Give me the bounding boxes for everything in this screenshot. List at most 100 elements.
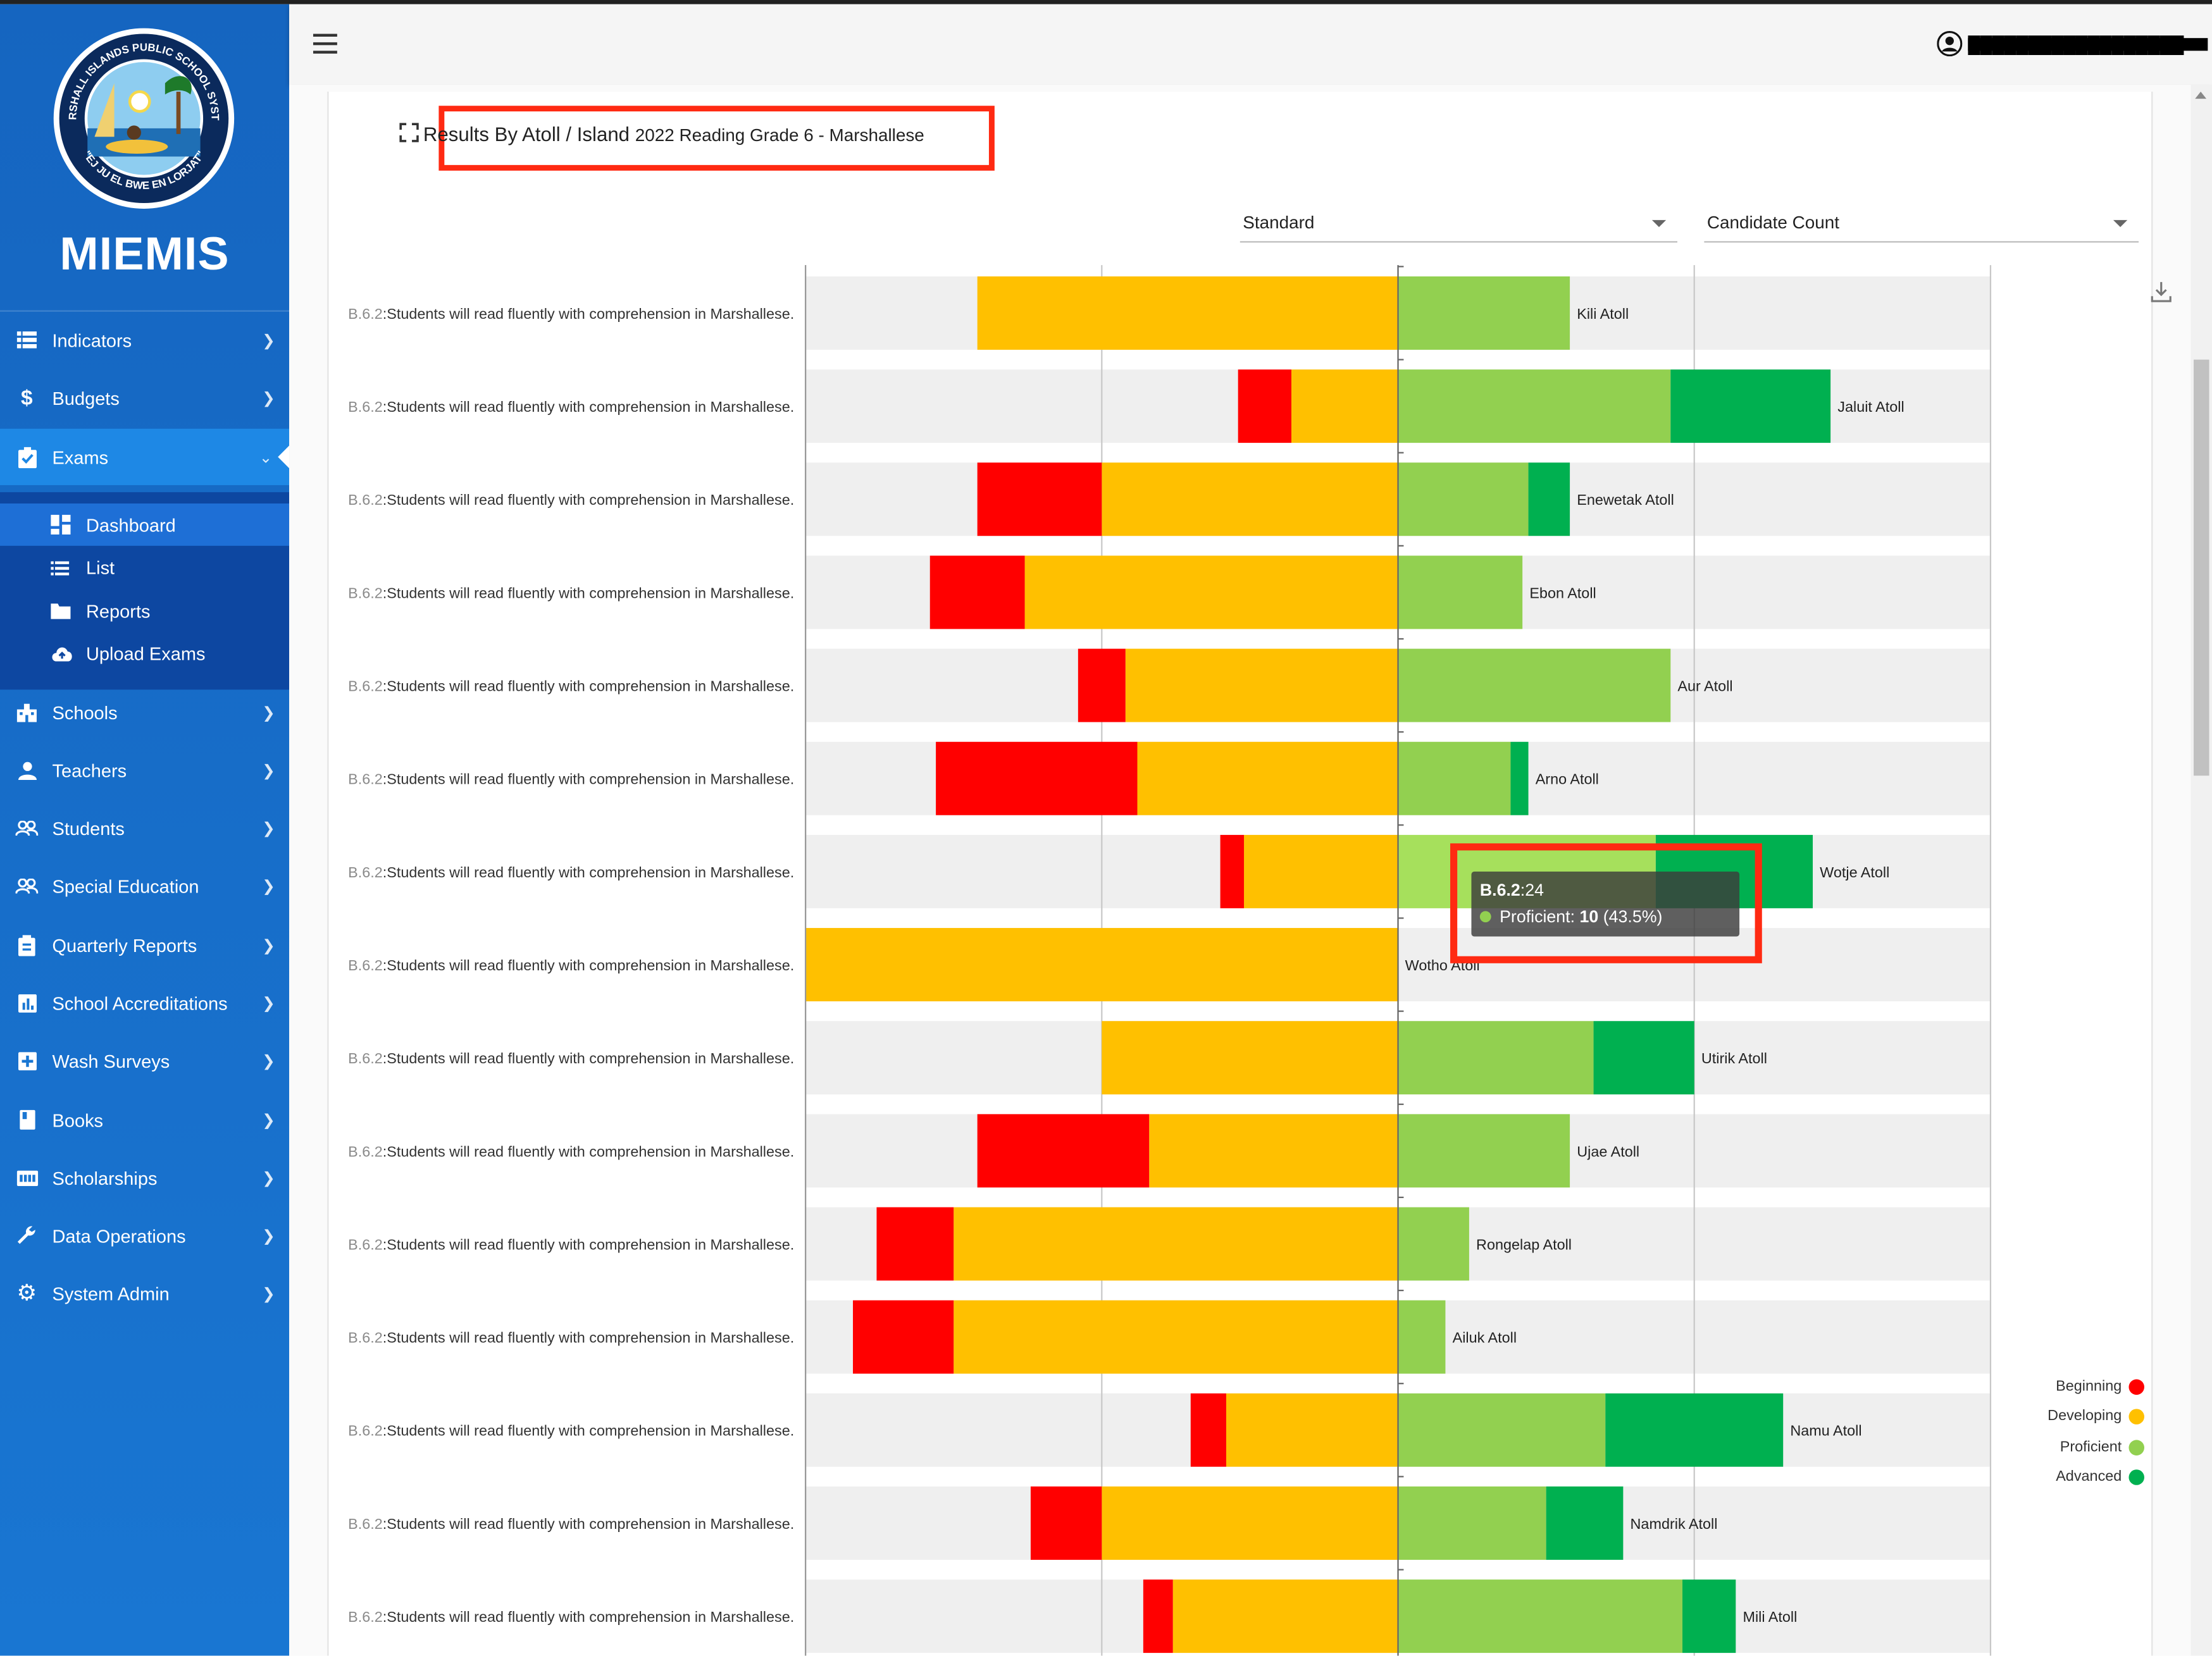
sidebar-item-label: Exams: [52, 446, 109, 468]
tooltip-count: :24: [1520, 880, 1544, 900]
scroll-up-arrow-icon[interactable]: [2195, 91, 2207, 99]
legend-item-proficient[interactable]: Proficient: [2015, 1437, 2144, 1462]
sidebar-item-label: Special Education: [52, 875, 199, 896]
list-icon: [16, 328, 39, 351]
title-highlight-box: [438, 106, 995, 171]
chevron-right-icon: ❯: [262, 1285, 275, 1303]
panel-title: Results By Atoll / Island 2022 Reading G…: [423, 123, 924, 145]
sidebar-item-exams[interactable]: Exams ⌄: [0, 428, 290, 485]
measure-select[interactable]: Candidate Count: [1704, 204, 2139, 243]
sidebar-item-label: Books: [52, 1109, 104, 1131]
brand-divider: [0, 310, 290, 312]
book-icon: [16, 1108, 39, 1131]
legend-item-developing[interactable]: Developing: [2015, 1406, 2144, 1431]
page-scrollbar[interactable]: [2190, 84, 2212, 1656]
cloud-upload-icon: [51, 643, 72, 664]
school-building-icon: [16, 701, 39, 724]
submenu-item-upload-exams[interactable]: Upload Exams: [0, 632, 289, 674]
tooltip-pct: (43.5%): [1603, 906, 1663, 927]
wrench-icon: [16, 1224, 39, 1247]
download-icon[interactable]: [2150, 281, 2173, 304]
user-account[interactable]: ██████████████████: [1937, 31, 2212, 59]
sidebar-item-school-accreditations[interactable]: School Accreditations ❯: [0, 975, 289, 1031]
sidebar-item-wash-surveys[interactable]: Wash Surveys ❯: [0, 1032, 289, 1089]
sidebar-item-quarterly-reports[interactable]: Quarterly Reports ❯: [0, 917, 289, 973]
chevron-right-icon: ❯: [262, 1227, 275, 1245]
dropdown-arrow-icon: [2113, 219, 2128, 227]
app-brand-title: MIEMIS: [59, 226, 230, 280]
submenu-item-label: Upload Exams: [86, 642, 206, 664]
chevron-right-icon: ❯: [262, 937, 275, 955]
person-icon: [16, 759, 39, 782]
sidebar-item-label: Indicators: [52, 329, 132, 351]
main-content: Results By Atoll / Island 2022 Reading G…: [289, 84, 2212, 1656]
tooltip-series-dot: [1479, 911, 1491, 923]
gear-icon: ⚙: [16, 1282, 37, 1306]
menu-toggle-icon[interactable]: [313, 34, 337, 54]
chevron-right-icon: ❯: [262, 1170, 275, 1187]
submenu-item-dashboard[interactable]: Dashboard: [0, 503, 290, 546]
people-icon: [15, 817, 39, 839]
submenu-item-label: Reports: [86, 600, 151, 622]
chart-tooltip: B.6.2:24 Proficient: 10 (43.5%): [1471, 871, 1740, 937]
submenu-item-list[interactable]: List: [0, 546, 289, 588]
chart-panel: Results By Atoll / Island 2022 Reading G…: [327, 91, 2172, 1656]
scrollbar-thumb[interactable]: [2194, 359, 2209, 776]
submenu-item-reports[interactable]: Reports: [0, 590, 289, 632]
submenu-item-label: Dashboard: [86, 514, 176, 536]
sidebar-item-students[interactable]: Students ❯: [0, 800, 289, 856]
sidebar-item-system-admin[interactable]: ⚙ System Admin ❯: [0, 1265, 289, 1321]
dashboard-icon: [51, 514, 71, 535]
chevron-right-icon: ❯: [262, 332, 275, 349]
sidebar-item-label: Students: [52, 817, 125, 839]
sidebar-item-teachers[interactable]: Teachers ❯: [0, 742, 289, 798]
sidebar-item-label: Quarterly Reports: [52, 934, 197, 956]
bar-chart-icon: [16, 991, 39, 1014]
panel-title-main: Results By Atoll / Island: [423, 122, 630, 145]
submenu-item-label: List: [86, 556, 115, 578]
folder-icon: [51, 600, 71, 621]
chevron-right-icon: ❯: [262, 820, 275, 837]
sidebar-item-indicators[interactable]: Indicators ❯: [0, 312, 289, 368]
list-icon: [51, 557, 71, 578]
tooltip-value: 10: [1579, 906, 1599, 927]
chevron-right-icon: ❯: [262, 762, 275, 779]
chevron-right-icon: ❯: [262, 1053, 275, 1070]
standard-select[interactable]: Standard: [1240, 204, 1677, 243]
measure-select-value: Candidate Count: [1706, 213, 1840, 233]
panel-title-sub: 2022 Reading Grade 6 - Marshallese: [635, 125, 924, 145]
dollar-icon: $: [21, 385, 33, 410]
sidebar-item-budgets[interactable]: $ Budgets ❯: [0, 369, 289, 426]
sidebar-item-label: System Admin: [52, 1282, 170, 1304]
sidebar-item-scholarships[interactable]: Scholarships ❯: [0, 1149, 289, 1206]
standard-select-value: Standard: [1243, 213, 1315, 233]
sidebar-item-label: Data Operations: [52, 1225, 186, 1246]
plus-box-icon: [16, 1049, 39, 1072]
sidebar-item-books[interactable]: Books ❯: [0, 1092, 289, 1148]
id-card-icon: [16, 1166, 39, 1189]
sidebar-item-label: Budgets: [52, 387, 120, 409]
tooltip-highlight-box: [1450, 843, 1762, 963]
sidebar-item-label: School Accreditations: [52, 992, 228, 1013]
fullscreen-icon[interactable]: [399, 123, 419, 142]
exams-submenu: Dashboard List Reports Upload Exams: [0, 492, 290, 690]
clipboard-check-icon: [16, 446, 39, 469]
sidebar-item-special-education[interactable]: Special Education ❯: [0, 858, 289, 914]
sidebar-item-schools[interactable]: Schools ❯: [0, 684, 289, 740]
sidebar-item-label: Wash Surveys: [52, 1049, 170, 1072]
chevron-right-icon: ❯: [262, 877, 275, 895]
legend-item-beginning[interactable]: Beginning: [2015, 1376, 2144, 1402]
chevron-right-icon: ❯: [262, 1112, 275, 1129]
dropdown-arrow-icon: [1651, 219, 1667, 227]
sidebar-item-label: Schools: [52, 701, 118, 723]
tooltip-code: B.6.2: [1479, 880, 1520, 900]
chevron-down-icon: ⌄: [259, 449, 273, 466]
top-app-bar: ██████████████████: [289, 4, 2212, 85]
people-icon: [15, 874, 39, 897]
clipboard-icon: [16, 934, 39, 956]
sidebar-item-data-operations[interactable]: Data Operations ❯: [0, 1208, 289, 1264]
legend-item-advanced[interactable]: Advanced: [2015, 1467, 2144, 1492]
sidebar-item-label: Scholarships: [52, 1166, 158, 1189]
redaction-bar: [1968, 38, 2208, 51]
window-top-strip: [0, 0, 2212, 4]
